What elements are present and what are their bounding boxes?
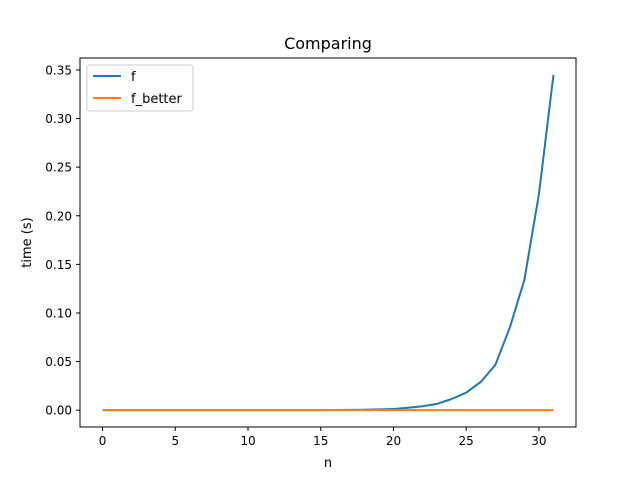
x-tick-label: 20 [386, 434, 401, 448]
legend: f f_better [86, 64, 194, 112]
axes-frame [79, 57, 577, 428]
y-axis: 0.00 0.05 0.10 0.15 0.20 0.25 0.30 0.35 [45, 63, 80, 418]
y-tick-label: 0.00 [45, 404, 72, 418]
legend-label-f: f [131, 70, 136, 85]
legend-label-f-better: f_better [131, 92, 183, 107]
y-tick-label: 0.20 [45, 209, 72, 223]
y-tick-label: 0.15 [45, 258, 72, 272]
y-tick-label: 0.10 [45, 306, 72, 320]
y-tick-label: 0.05 [45, 355, 72, 369]
series-layer [102, 74, 555, 412]
x-tick-label: 5 [171, 434, 179, 448]
x-axis-label: n [324, 456, 332, 471]
x-tick-label: 25 [459, 434, 474, 448]
y-axis-label: time (s) [20, 217, 35, 267]
chart-title: Comparing [284, 34, 372, 53]
x-tick-label: 10 [240, 434, 255, 448]
x-tick-label: 0 [99, 434, 107, 448]
x-tick-label: 30 [531, 434, 546, 448]
y-tick-label: 0.35 [45, 63, 72, 77]
x-tick-label: 15 [313, 434, 328, 448]
x-axis: 0 5 10 15 20 25 30 [99, 427, 547, 448]
y-tick-label: 0.25 [45, 161, 72, 175]
y-tick-label: 0.30 [45, 112, 72, 126]
